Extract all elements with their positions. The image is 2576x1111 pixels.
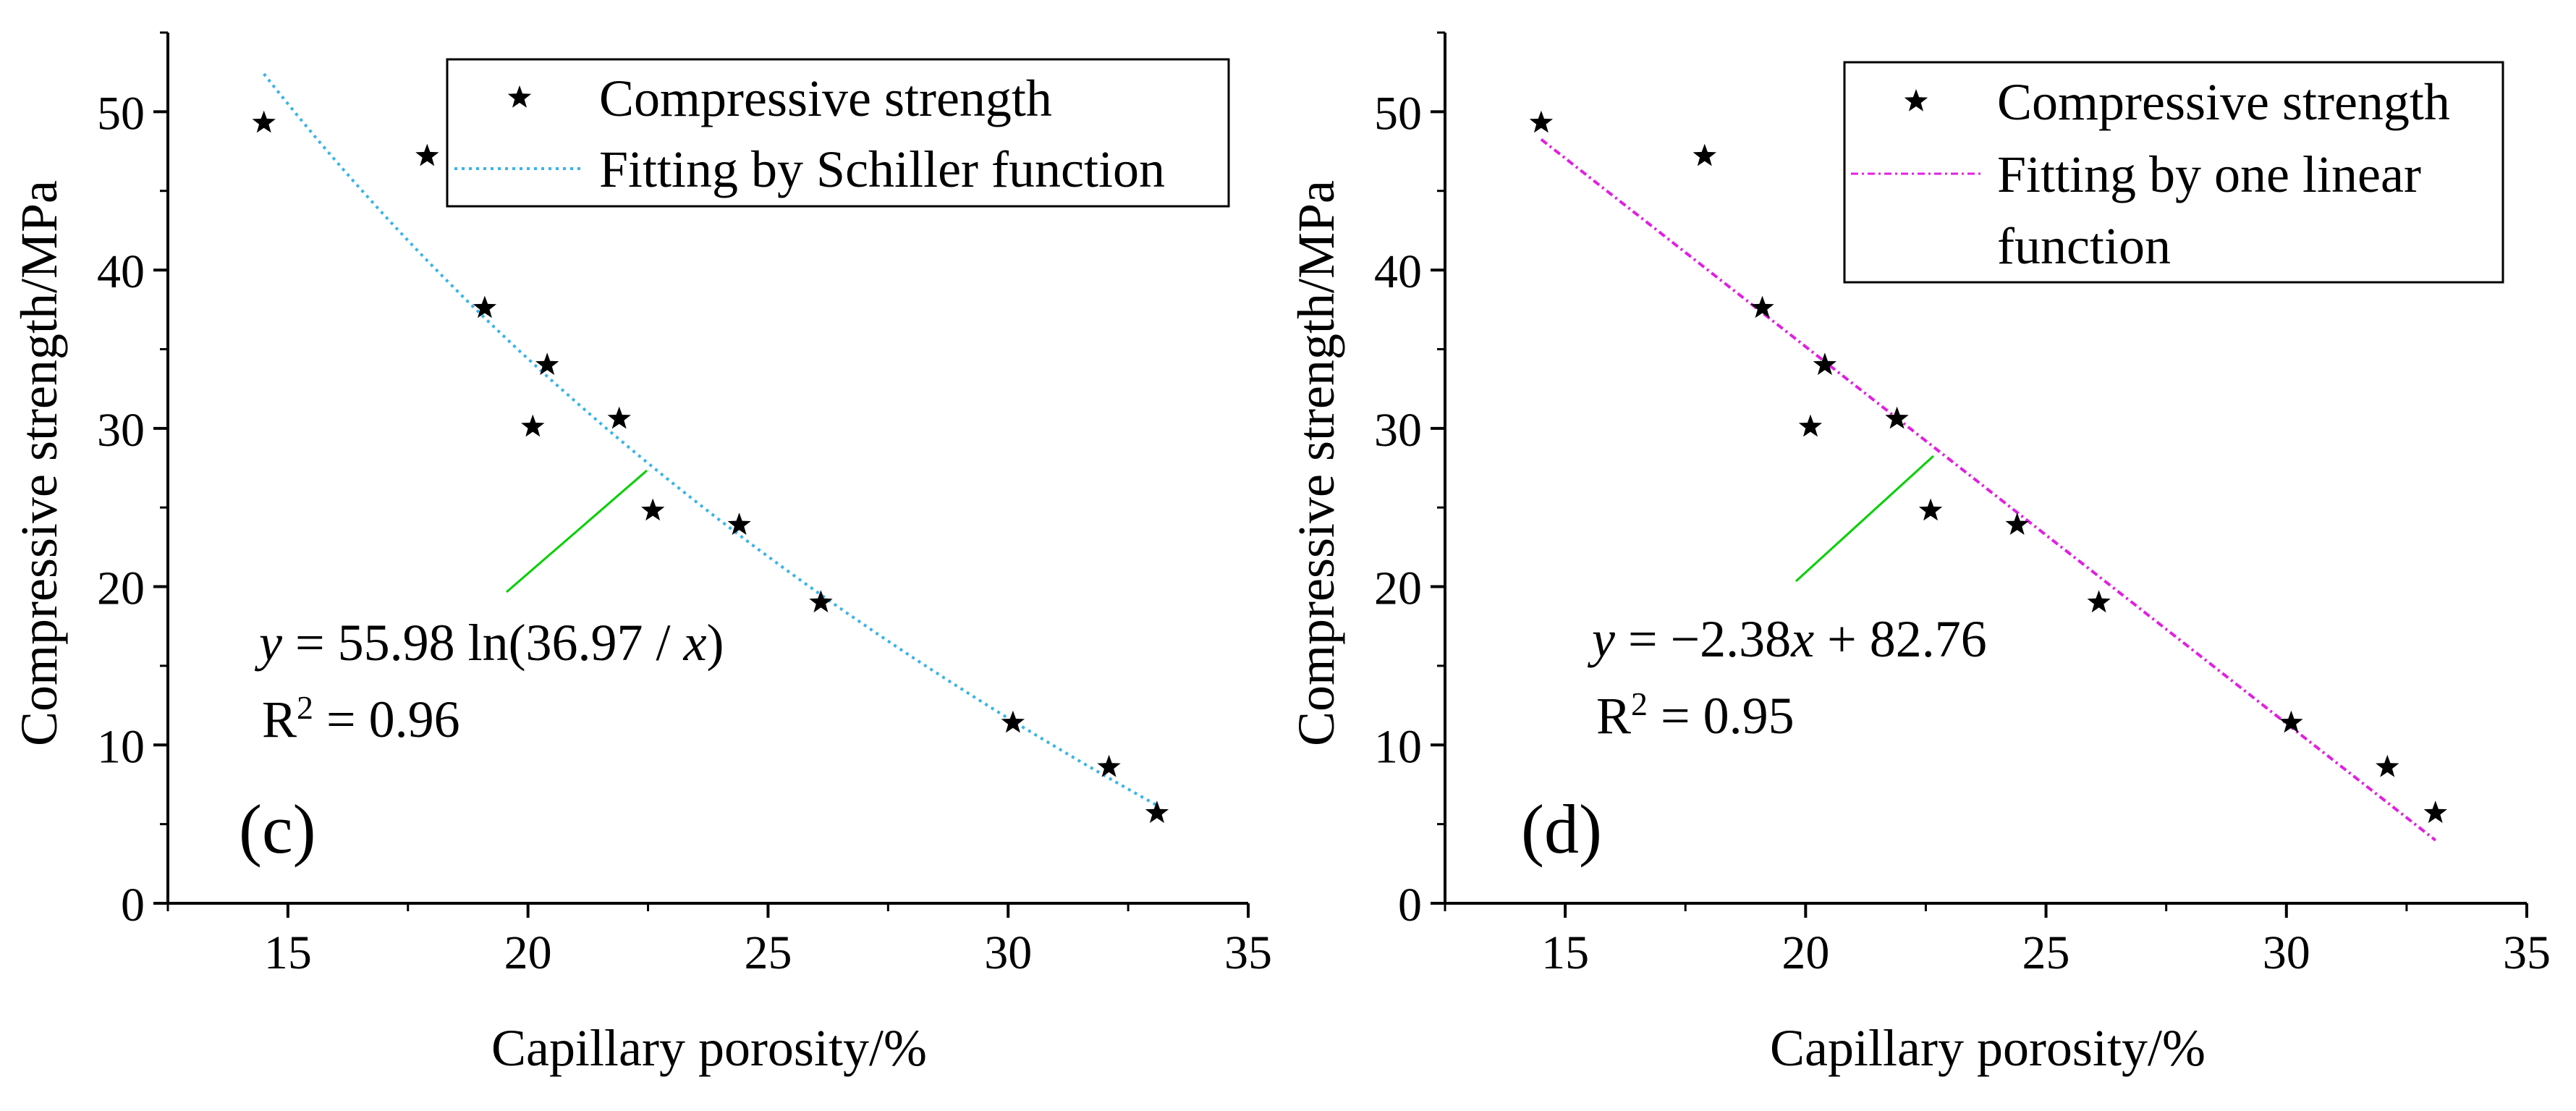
data-point-star bbox=[1885, 406, 1909, 429]
data-point-star bbox=[252, 110, 276, 133]
data-point-star bbox=[521, 414, 545, 437]
y-tick-label: 10 bbox=[97, 720, 145, 773]
data-point-star bbox=[1097, 754, 1121, 777]
legend-star-marker bbox=[507, 85, 532, 108]
chart-panel-c: 0 10 20 30 40 50 15 20 25 30 35 Compressive streng… bbox=[10, 31, 1272, 1077]
data-point-star bbox=[2376, 754, 2399, 777]
legend-label-compressive-strength: Compressive strength bbox=[1997, 73, 2450, 131]
data-point-star bbox=[641, 498, 665, 521]
data-point-star bbox=[1145, 800, 1169, 824]
data-point-star bbox=[1529, 110, 1554, 133]
data-point-star bbox=[1692, 143, 1716, 166]
panel-label: (d) bbox=[1521, 790, 1602, 868]
x-axis-title: Capillary porosity/% bbox=[491, 1019, 927, 1077]
r-squared: R2 = 0.95 bbox=[1596, 685, 1795, 745]
annotation-pointer-line bbox=[1795, 455, 1935, 583]
data-point-star bbox=[473, 295, 497, 318]
data-point-star bbox=[2279, 710, 2303, 733]
data-point-star bbox=[535, 352, 559, 376]
legend-label-fit-line-2: function bbox=[1997, 217, 2171, 275]
fit-line-group bbox=[1540, 138, 2437, 842]
y-tick-label: 20 bbox=[97, 562, 145, 615]
data-point-star bbox=[1813, 352, 1837, 376]
data-point-star bbox=[1750, 295, 1774, 318]
panel-label: (c) bbox=[239, 790, 316, 868]
legend: Compressive strength Fitting by one line… bbox=[1843, 61, 2504, 284]
chart-panel-d: 0 10 20 30 40 50 15 20 25 30 35 Compressive streng… bbox=[1287, 31, 2551, 1077]
x-tick-label: 15 bbox=[1541, 926, 1589, 979]
data-point-star bbox=[727, 512, 751, 535]
data-point-star bbox=[607, 406, 631, 429]
legend-box bbox=[446, 58, 1230, 208]
data-point-star bbox=[2087, 590, 2111, 613]
data-point-star bbox=[2005, 512, 2029, 535]
legend-star-marker bbox=[1904, 89, 1928, 111]
y-tick-label: 40 bbox=[1374, 245, 1422, 298]
x-tick-label: 30 bbox=[984, 926, 1032, 979]
data-points-group bbox=[252, 110, 1169, 824]
x-tick-label: 30 bbox=[2263, 926, 2310, 979]
fit-equation: y = 55.98 ln(36.97 / x) bbox=[254, 614, 724, 672]
y-tick-label: 0 bbox=[121, 879, 145, 932]
x-tick-label: 20 bbox=[504, 926, 552, 979]
annotation-pointer-line bbox=[506, 469, 648, 593]
x-tick-label: 25 bbox=[2022, 926, 2070, 979]
y-axis-title: Compressive strength/MPa bbox=[1287, 180, 1345, 746]
y-tick-label: 10 bbox=[1374, 720, 1422, 773]
legend-label-fit: Fitting by Schiller function bbox=[599, 140, 1165, 198]
x-tick-label: 35 bbox=[2503, 926, 2551, 979]
fit-equation: y = −2.38x + 82.76 bbox=[1587, 610, 1987, 668]
y-tick-label: 50 bbox=[1374, 87, 1422, 140]
data-points-group bbox=[1529, 110, 2447, 824]
legend-label-compressive-strength: Compressive strength bbox=[599, 69, 1052, 127]
x-tick-label: 25 bbox=[744, 926, 792, 979]
y-tick-label: 20 bbox=[1374, 562, 1422, 615]
axes-frame: 0 10 20 30 40 50 15 20 25 30 35 bbox=[97, 31, 1272, 979]
fit-line bbox=[1540, 138, 2437, 842]
legend-box bbox=[1843, 61, 2504, 284]
y-tick-label: 50 bbox=[97, 87, 145, 140]
r-squared: R2 = 0.96 bbox=[262, 689, 460, 749]
axes-frame: 0 10 20 30 40 50 15 20 25 30 35 bbox=[1374, 31, 2551, 979]
annotation-pointer-group bbox=[506, 469, 648, 593]
legend: Compressive strength Fitting by Schiller… bbox=[446, 58, 1230, 208]
y-axis-title: Compressive strength/MPa bbox=[10, 180, 68, 746]
data-point-star bbox=[1001, 710, 1025, 733]
x-tick-label: 15 bbox=[264, 926, 312, 979]
legend-label-fit-line-1: Fitting by one linear bbox=[1997, 145, 2421, 203]
x-tick-label: 20 bbox=[1781, 926, 1829, 979]
y-tick-label: 40 bbox=[97, 245, 145, 298]
data-point-star bbox=[415, 143, 439, 166]
data-point-star bbox=[1798, 414, 1823, 437]
x-axis-title: Capillary porosity/% bbox=[1770, 1019, 2206, 1077]
y-tick-label: 0 bbox=[1398, 879, 1422, 932]
x-tick-label: 35 bbox=[1224, 926, 1272, 979]
y-tick-label: 30 bbox=[97, 404, 145, 457]
y-tick-label: 30 bbox=[1374, 404, 1422, 457]
data-point-star bbox=[809, 590, 833, 613]
data-point-star bbox=[1918, 498, 1943, 521]
annotation-pointer-group bbox=[1795, 455, 1935, 583]
data-point-star bbox=[2423, 800, 2447, 824]
